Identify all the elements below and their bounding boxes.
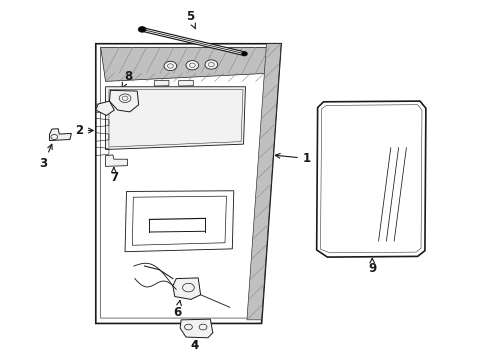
Text: 8: 8: [122, 69, 132, 88]
Text: 2: 2: [75, 124, 93, 137]
Polygon shape: [105, 87, 245, 149]
Text: 7: 7: [109, 167, 118, 184]
Circle shape: [204, 60, 217, 69]
Polygon shape: [101, 47, 274, 81]
Polygon shape: [96, 101, 114, 116]
Polygon shape: [49, 129, 71, 140]
Polygon shape: [180, 319, 212, 338]
Polygon shape: [109, 90, 139, 112]
Circle shape: [185, 60, 198, 70]
Text: 3: 3: [40, 144, 52, 170]
Circle shape: [163, 61, 176, 71]
Text: 5: 5: [185, 10, 195, 29]
Polygon shape: [172, 278, 200, 300]
Polygon shape: [246, 44, 281, 320]
Circle shape: [138, 27, 146, 32]
Text: 6: 6: [173, 300, 182, 319]
Polygon shape: [154, 80, 168, 86]
Text: 9: 9: [367, 258, 376, 275]
Polygon shape: [316, 101, 425, 257]
Text: 4: 4: [190, 339, 199, 352]
Polygon shape: [178, 80, 193, 86]
Polygon shape: [105, 155, 127, 166]
Circle shape: [241, 51, 247, 56]
Text: 1: 1: [275, 152, 310, 165]
Polygon shape: [96, 44, 281, 323]
